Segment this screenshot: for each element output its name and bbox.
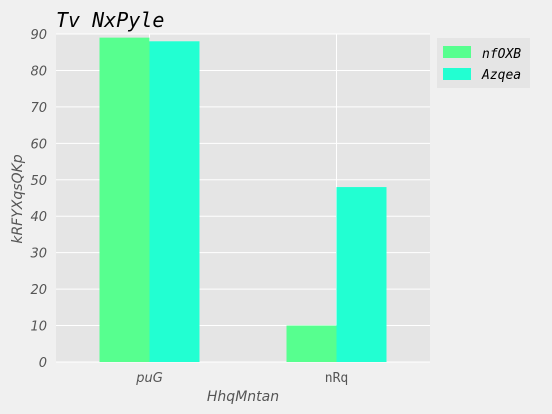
bar-nfoxb-pug xyxy=(99,37,150,363)
x-tick-label: nRq xyxy=(325,371,348,386)
bar-azqea-nrq xyxy=(336,187,387,362)
chart-title: Tv NxPyle xyxy=(56,8,164,32)
bars xyxy=(99,37,387,363)
bar-azqea-pug xyxy=(149,41,200,363)
y-tick-label: 90 xyxy=(30,28,47,43)
y-axis-label: kRFYXqsQKp xyxy=(10,154,26,243)
legend-swatch-azqea xyxy=(443,68,471,80)
bar-nfoxb-nrq xyxy=(286,325,337,362)
y-tick-label: 60 xyxy=(30,137,47,152)
y-tick-label: 50 xyxy=(30,174,47,189)
legend-swatch-nfoxb xyxy=(443,46,471,58)
y-tick-label: 80 xyxy=(30,64,47,79)
y-tick-label: 20 xyxy=(30,283,47,298)
y-tick-label: 10 xyxy=(30,320,47,335)
y-tick-label: 30 xyxy=(30,247,47,262)
y-axis-ticks: 0 10 20 30 40 50 60 70 80 90 xyxy=(30,28,47,371)
x-tick-label: puG xyxy=(135,371,163,386)
y-tick-label: 40 xyxy=(30,210,47,225)
legend-label-azqea: Azqea xyxy=(481,68,521,83)
legend-label-nfoxb: nfOXB xyxy=(482,47,521,62)
y-tick-label: 70 xyxy=(30,101,47,116)
x-axis-label: HhqMntan xyxy=(207,389,279,405)
y-tick-label: 0 xyxy=(39,356,47,371)
x-axis-ticks: puG nRq xyxy=(135,371,348,386)
legend: nfOXB Azqea xyxy=(437,38,530,88)
